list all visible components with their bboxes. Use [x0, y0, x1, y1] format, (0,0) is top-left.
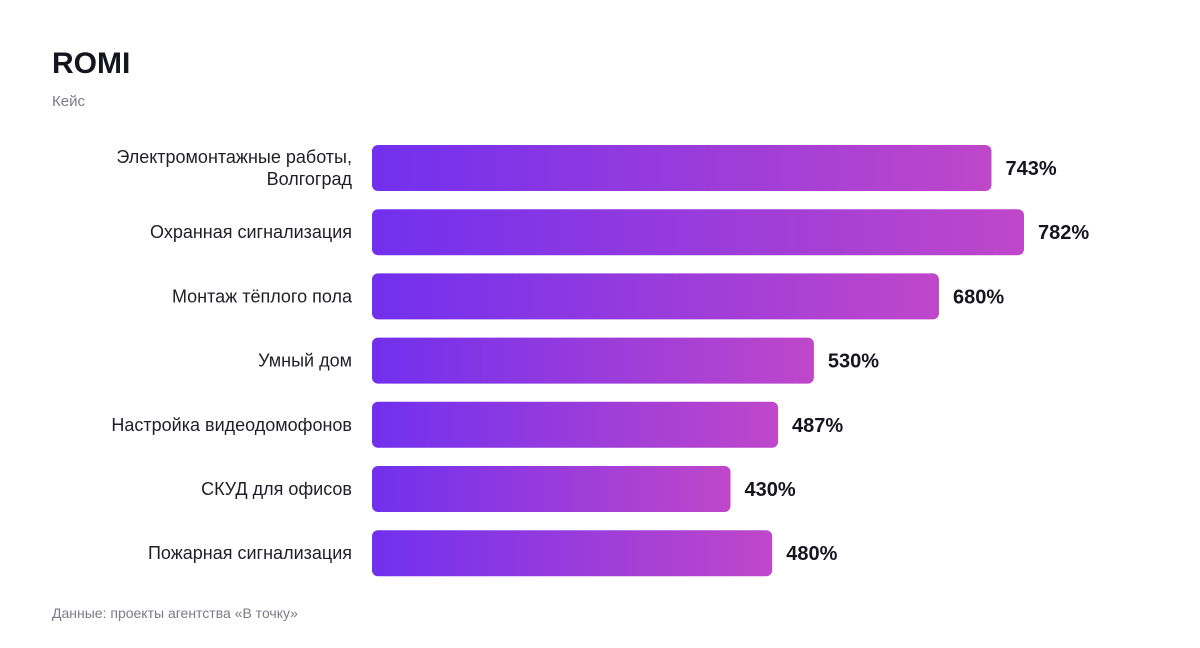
- chart-subtitle: Кейс: [52, 93, 85, 110]
- category-label-line: Настройка видеодомофонов: [111, 415, 352, 435]
- bar-3: [372, 273, 939, 320]
- category-label-line: Волгоград: [267, 169, 353, 189]
- bar-2: [372, 209, 1024, 256]
- value-label-7: 480%: [786, 543, 837, 565]
- bar-1: [372, 145, 992, 191]
- category-label-6: СКУД для офисов: [201, 479, 352, 499]
- value-label-4: 530%: [828, 351, 879, 373]
- bar-4: [372, 337, 814, 384]
- bars-group: Электромонтажные работы, Волгоград 743% Охр…: [111, 145, 1089, 577]
- chart-title: ROMI: [52, 47, 131, 80]
- bar-7: [372, 530, 773, 577]
- category-label-line: Электромонтажные работы,: [116, 147, 352, 167]
- bar-6: [372, 466, 731, 512]
- value-label-2: 782%: [1038, 222, 1089, 244]
- category-label-2: Охранная сигнализация: [150, 222, 352, 242]
- category-label-4: Умный дом: [258, 351, 352, 371]
- category-label-line: Монтаж тёплого пола: [172, 286, 353, 306]
- value-label-1: 743%: [1005, 158, 1056, 180]
- value-label-5: 487%: [792, 415, 843, 437]
- category-label-line: Пожарная сигнализация: [148, 543, 352, 563]
- value-label-3: 680%: [953, 286, 1004, 308]
- bar-5: [372, 401, 779, 448]
- category-label-1: Электромонтажные работы, Волгоград: [116, 147, 352, 189]
- category-label-line: Умный дом: [258, 351, 352, 371]
- category-label-line: Охранная сигнализация: [150, 222, 352, 242]
- data-source-note: Данные: проекты агентства «В точку»: [52, 605, 298, 621]
- category-label-line: СКУД для офисов: [201, 479, 352, 499]
- category-label-3: Монтаж тёплого пола: [172, 286, 353, 306]
- category-label-7: Пожарная сигнализация: [148, 543, 352, 563]
- value-label-6: 430%: [745, 479, 796, 501]
- category-label-5: Настройка видеодомофонов: [111, 415, 352, 435]
